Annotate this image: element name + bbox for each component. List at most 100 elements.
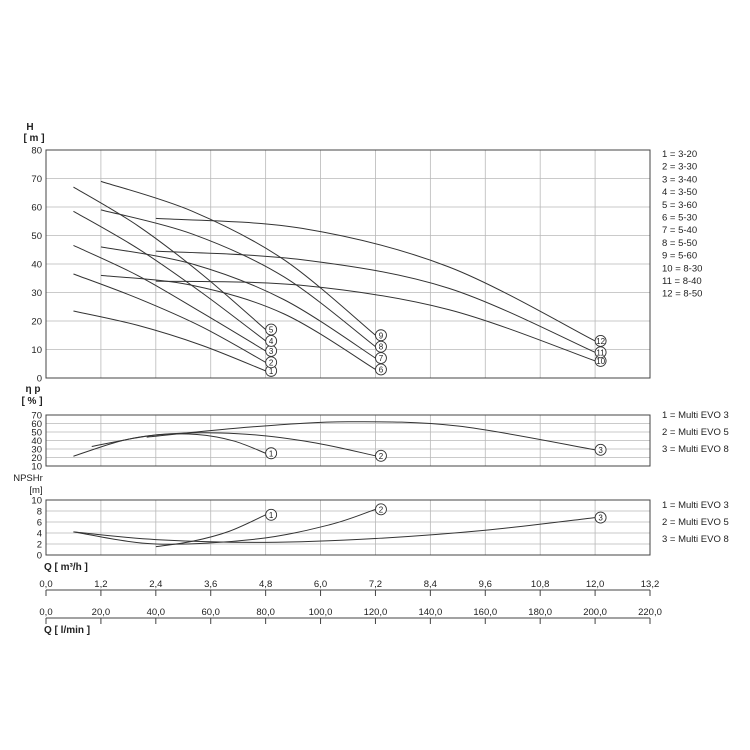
marker-label: 1 bbox=[269, 449, 274, 458]
npshr-curve-marker-2: 2 bbox=[375, 503, 387, 516]
head-ytick: 0 bbox=[37, 374, 42, 385]
head-curve-marker-12: 12 bbox=[594, 335, 607, 347]
marker-label: 1 bbox=[269, 511, 274, 520]
x-axis-lmin-label: 20,0 bbox=[92, 607, 111, 618]
marker-circle bbox=[265, 323, 278, 336]
head-curve-marker-7: 7 bbox=[375, 352, 387, 364]
efficiency-legend-item: 2 = Multi EVO 5 bbox=[662, 427, 729, 438]
npshr-legend-item: 1 = Multi EVO 3 bbox=[662, 500, 729, 511]
head-legend-item: 8 = 5-50 bbox=[662, 238, 697, 249]
marker-label: 7 bbox=[379, 354, 384, 363]
head-legend-item: 5 = 3-60 bbox=[662, 200, 697, 211]
marker-label: 4 bbox=[269, 337, 274, 346]
marker-circle bbox=[375, 503, 387, 516]
npshr-ytick: 0 bbox=[37, 551, 42, 562]
x-axis-m3h-label: 7,2 bbox=[369, 579, 382, 590]
npshr-frame bbox=[45, 499, 651, 556]
marker-circle bbox=[375, 329, 387, 342]
head-curve-2 bbox=[73, 273, 266, 363]
marker-circle bbox=[265, 447, 278, 460]
head-curve-marker-3: 3 bbox=[265, 344, 278, 357]
head-curve-1 bbox=[73, 310, 266, 372]
marker-label: 3 bbox=[598, 514, 603, 523]
efficiency-legend-item: 1 = Multi EVO 3 bbox=[662, 410, 729, 421]
head-legend-item: 6 = 5-30 bbox=[662, 213, 697, 224]
head-legend-item: 9 = 5-60 bbox=[662, 251, 697, 262]
curves-layer bbox=[73, 180, 596, 548]
efficiency-curve-3 bbox=[146, 421, 596, 451]
x-axis-m3h-label: 4,8 bbox=[259, 579, 272, 590]
marker-label: 8 bbox=[379, 343, 384, 352]
x-axis-lmin-label: 80,0 bbox=[256, 607, 275, 618]
x-axis-m3h-label: 2,4 bbox=[149, 579, 162, 590]
efficiency-ytick: 20 bbox=[31, 453, 42, 464]
head-legend-item: 11 = 8-40 bbox=[662, 276, 702, 287]
npshr-curve-marker-3: 3 bbox=[594, 511, 607, 524]
head-legend-item: 1 = 3-20 bbox=[662, 149, 697, 160]
marker-circle bbox=[594, 511, 607, 524]
marker-label: 6 bbox=[379, 365, 384, 374]
x-axis-lmin-label: 220,0 bbox=[638, 607, 662, 618]
head-curve-marker-8: 8 bbox=[375, 340, 387, 353]
x-axis-m3h-label: 10,8 bbox=[531, 579, 550, 590]
npsh-ylabel: NPSHr bbox=[13, 473, 43, 484]
head-curve-12 bbox=[155, 217, 596, 342]
head-ylabel: H bbox=[26, 122, 33, 133]
npsh-yunit: [m] bbox=[29, 485, 42, 496]
marker-label: 3 bbox=[269, 347, 274, 356]
marker-label: 11 bbox=[596, 348, 605, 357]
x-axis-lmin-label: 60,0 bbox=[201, 607, 220, 618]
efficiency-ytick: 10 bbox=[31, 462, 42, 473]
npshr-curve-2 bbox=[73, 508, 376, 545]
x-axis-lmin-label: 0,0 bbox=[39, 607, 52, 618]
head-frame bbox=[45, 149, 651, 379]
marker-circle bbox=[375, 449, 387, 462]
marker-circle bbox=[265, 508, 278, 521]
head-legend-item: 4 = 3-50 bbox=[662, 187, 697, 198]
efficiency-curve-marker-2: 2 bbox=[375, 449, 387, 462]
head-curve-4 bbox=[73, 210, 266, 342]
marker-label: 5 bbox=[269, 326, 274, 335]
head-curve-marker-11: 11 bbox=[594, 346, 607, 359]
x-axis-lmin-label: 40,0 bbox=[147, 607, 166, 618]
head-curve-7 bbox=[100, 246, 376, 359]
head-ytick: 10 bbox=[31, 345, 42, 356]
x-axis-m3h-label: 9,6 bbox=[479, 579, 492, 590]
head-ytick: 30 bbox=[31, 288, 42, 299]
head-ytick: 60 bbox=[31, 203, 42, 214]
head-legend-item: 7 = 5-40 bbox=[662, 225, 697, 236]
head-curve-marker-10: 10 bbox=[594, 354, 607, 367]
marker-label: 3 bbox=[598, 446, 603, 455]
head-ytick: 50 bbox=[31, 231, 42, 242]
head-curve-5 bbox=[73, 186, 266, 330]
efficiency-ytick: 70 bbox=[31, 411, 42, 422]
x-axis-m3h-label: 3,6 bbox=[204, 579, 217, 590]
marker-circle bbox=[594, 443, 607, 456]
x-axis-m3h-label: 8,4 bbox=[424, 579, 437, 590]
eff-yunit: [ % ] bbox=[21, 396, 42, 407]
marker-label: 12 bbox=[596, 337, 605, 346]
x-axis-m3h-label: 13,2 bbox=[641, 579, 660, 590]
x-axis-m3h-label: 6,0 bbox=[314, 579, 327, 590]
npshr-curve-3 bbox=[73, 517, 596, 543]
head-ytick: 20 bbox=[31, 317, 42, 328]
x-axis-lmin-label: 160,0 bbox=[473, 607, 497, 618]
x-axis-m3h-label: 1,2 bbox=[94, 579, 107, 590]
marker-label: 9 bbox=[379, 331, 384, 340]
efficiency-ytick: 60 bbox=[31, 419, 42, 430]
marker-label: 2 bbox=[379, 452, 384, 461]
x-axis-label-m3h: Q [ m³/h ] bbox=[44, 562, 88, 573]
x-axis-lmin-label: 180,0 bbox=[528, 607, 552, 618]
head-legend-item: 2 = 3-30 bbox=[662, 162, 697, 173]
marker-label: 2 bbox=[379, 505, 384, 514]
head-curve-marker-4: 4 bbox=[265, 335, 278, 347]
x-axis-m3h-label: 12,0 bbox=[586, 579, 605, 590]
head-ytick: 80 bbox=[31, 146, 42, 157]
efficiency-frame bbox=[45, 414, 651, 467]
x-axis-lmin-label: 100,0 bbox=[309, 607, 333, 618]
marker-circle bbox=[594, 335, 607, 347]
npshr-legend-item: 2 = Multi EVO 5 bbox=[662, 517, 729, 528]
marker-label: 1 bbox=[269, 367, 274, 376]
head-curve-marker-6: 6 bbox=[375, 363, 387, 376]
